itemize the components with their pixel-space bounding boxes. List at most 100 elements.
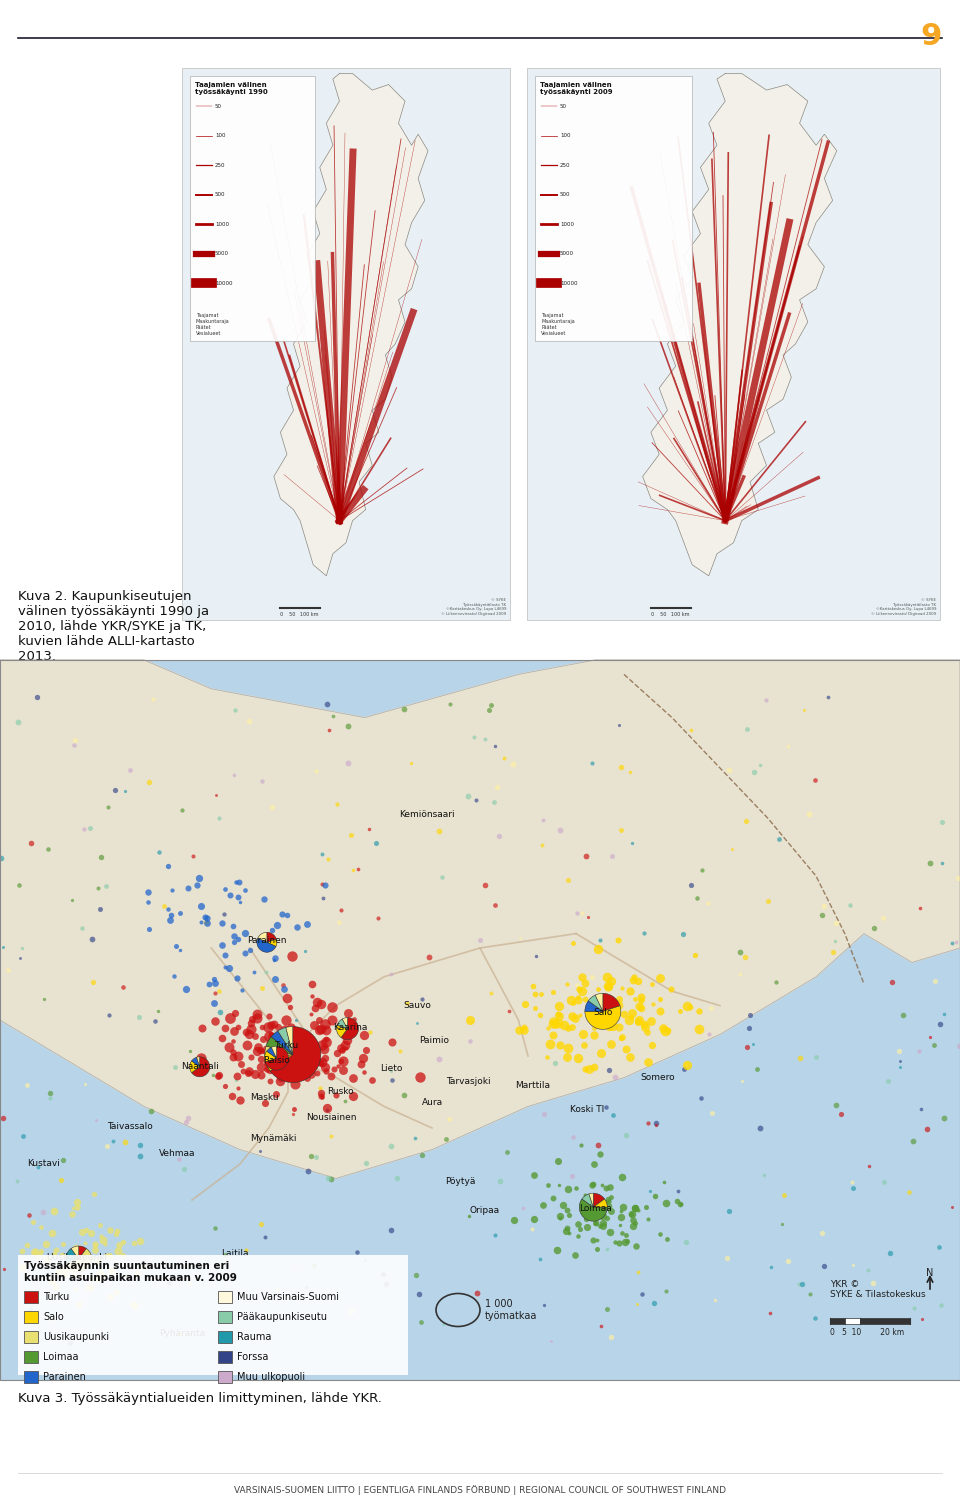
Point bbox=[267, 1052, 282, 1076]
Point bbox=[657, 1169, 672, 1194]
Text: Naantali: Naantali bbox=[180, 1062, 219, 1071]
Point bbox=[396, 697, 411, 721]
Point bbox=[551, 1172, 566, 1197]
Point bbox=[292, 1062, 307, 1086]
Point bbox=[631, 969, 646, 993]
Point bbox=[649, 1111, 664, 1135]
Point bbox=[596, 1204, 612, 1228]
Text: Salo: Salo bbox=[43, 1311, 63, 1322]
Point bbox=[608, 1230, 623, 1254]
Wedge shape bbox=[266, 1037, 293, 1055]
Point bbox=[12, 946, 27, 970]
Point bbox=[284, 945, 300, 969]
Point bbox=[230, 884, 246, 908]
Point bbox=[181, 1255, 197, 1280]
Point bbox=[638, 1195, 654, 1219]
Point bbox=[923, 1025, 938, 1049]
Point bbox=[205, 1062, 221, 1086]
Point bbox=[557, 1013, 572, 1037]
Point bbox=[623, 1203, 638, 1227]
Point bbox=[92, 896, 108, 920]
Point bbox=[816, 895, 831, 919]
Text: Mynämäki: Mynämäki bbox=[251, 1135, 297, 1144]
Point bbox=[673, 1192, 688, 1216]
Point bbox=[304, 984, 320, 1008]
Point bbox=[634, 1281, 649, 1305]
Text: Uusikaupunki: Uusikaupunki bbox=[46, 1252, 108, 1262]
Point bbox=[356, 1059, 372, 1083]
Point bbox=[119, 1263, 134, 1287]
Point bbox=[72, 1263, 87, 1287]
Point bbox=[308, 1144, 324, 1168]
Point bbox=[543, 1329, 559, 1354]
Point bbox=[79, 1243, 94, 1268]
Point bbox=[253, 1212, 269, 1236]
Text: Turku: Turku bbox=[274, 1041, 299, 1050]
Point bbox=[274, 1053, 289, 1077]
Point bbox=[866, 1271, 881, 1295]
Point bbox=[588, 1210, 603, 1234]
Point bbox=[359, 1151, 374, 1176]
Point bbox=[324, 1124, 339, 1148]
Point bbox=[225, 914, 240, 939]
Point bbox=[267, 1049, 282, 1073]
Point bbox=[545, 1186, 561, 1210]
Point bbox=[734, 1068, 750, 1093]
Point bbox=[115, 1230, 131, 1254]
Point bbox=[77, 1231, 92, 1255]
Point bbox=[172, 1147, 187, 1171]
Point bbox=[67, 727, 83, 751]
Point bbox=[703, 996, 718, 1020]
Point bbox=[318, 1019, 333, 1043]
Point bbox=[490, 776, 505, 800]
Point bbox=[415, 1142, 430, 1166]
Text: 0   5  10        20 km: 0 5 10 20 km bbox=[830, 1328, 904, 1337]
Point bbox=[276, 1049, 292, 1073]
Point bbox=[313, 991, 328, 1016]
Point bbox=[659, 1280, 674, 1304]
Point bbox=[598, 1096, 613, 1120]
Point bbox=[275, 1032, 290, 1056]
Point bbox=[253, 1055, 269, 1079]
Point bbox=[594, 1172, 610, 1197]
Point bbox=[329, 791, 345, 815]
Point bbox=[223, 1005, 238, 1029]
Point bbox=[593, 1041, 609, 1065]
Text: 5000: 5000 bbox=[560, 250, 574, 257]
Point bbox=[339, 1028, 354, 1052]
Text: Työssäkäynnin suuntautuminen eri
kuntiin asuinpaikan mukaan v. 2009: Työssäkäynnin suuntautuminen eri kuntiin… bbox=[24, 1262, 237, 1283]
Point bbox=[261, 1025, 276, 1049]
Point bbox=[104, 1259, 119, 1283]
Text: Paimio: Paimio bbox=[419, 1035, 449, 1044]
Point bbox=[146, 687, 161, 711]
Point bbox=[621, 1008, 636, 1032]
Point bbox=[905, 1129, 921, 1153]
Point bbox=[57, 1263, 72, 1287]
Point bbox=[533, 1003, 548, 1028]
Wedge shape bbox=[79, 1246, 86, 1259]
Point bbox=[164, 878, 180, 902]
Point bbox=[252, 1139, 267, 1163]
Point bbox=[216, 901, 231, 925]
Point bbox=[737, 945, 753, 969]
Text: YKR ©
SYKE & Tilastokeskus: YKR © SYKE & Tilastokeskus bbox=[830, 1280, 925, 1299]
Text: 0    50   100 km: 0 50 100 km bbox=[280, 613, 319, 617]
Point bbox=[628, 987, 643, 1011]
Point bbox=[304, 972, 320, 996]
Point bbox=[30, 1156, 45, 1180]
Point bbox=[287, 1062, 302, 1086]
Point bbox=[88, 1108, 104, 1132]
Wedge shape bbox=[341, 1017, 358, 1040]
Point bbox=[270, 1037, 285, 1061]
Point bbox=[217, 1017, 232, 1041]
Point bbox=[408, 1263, 423, 1287]
Point bbox=[106, 1129, 121, 1153]
Point bbox=[528, 982, 543, 1007]
Point bbox=[574, 964, 589, 988]
Point bbox=[23, 1296, 38, 1320]
Point bbox=[628, 1195, 643, 1219]
Point bbox=[268, 1058, 283, 1082]
Point bbox=[331, 1016, 347, 1040]
Point bbox=[225, 1046, 240, 1070]
Bar bbox=[24, 1331, 38, 1343]
